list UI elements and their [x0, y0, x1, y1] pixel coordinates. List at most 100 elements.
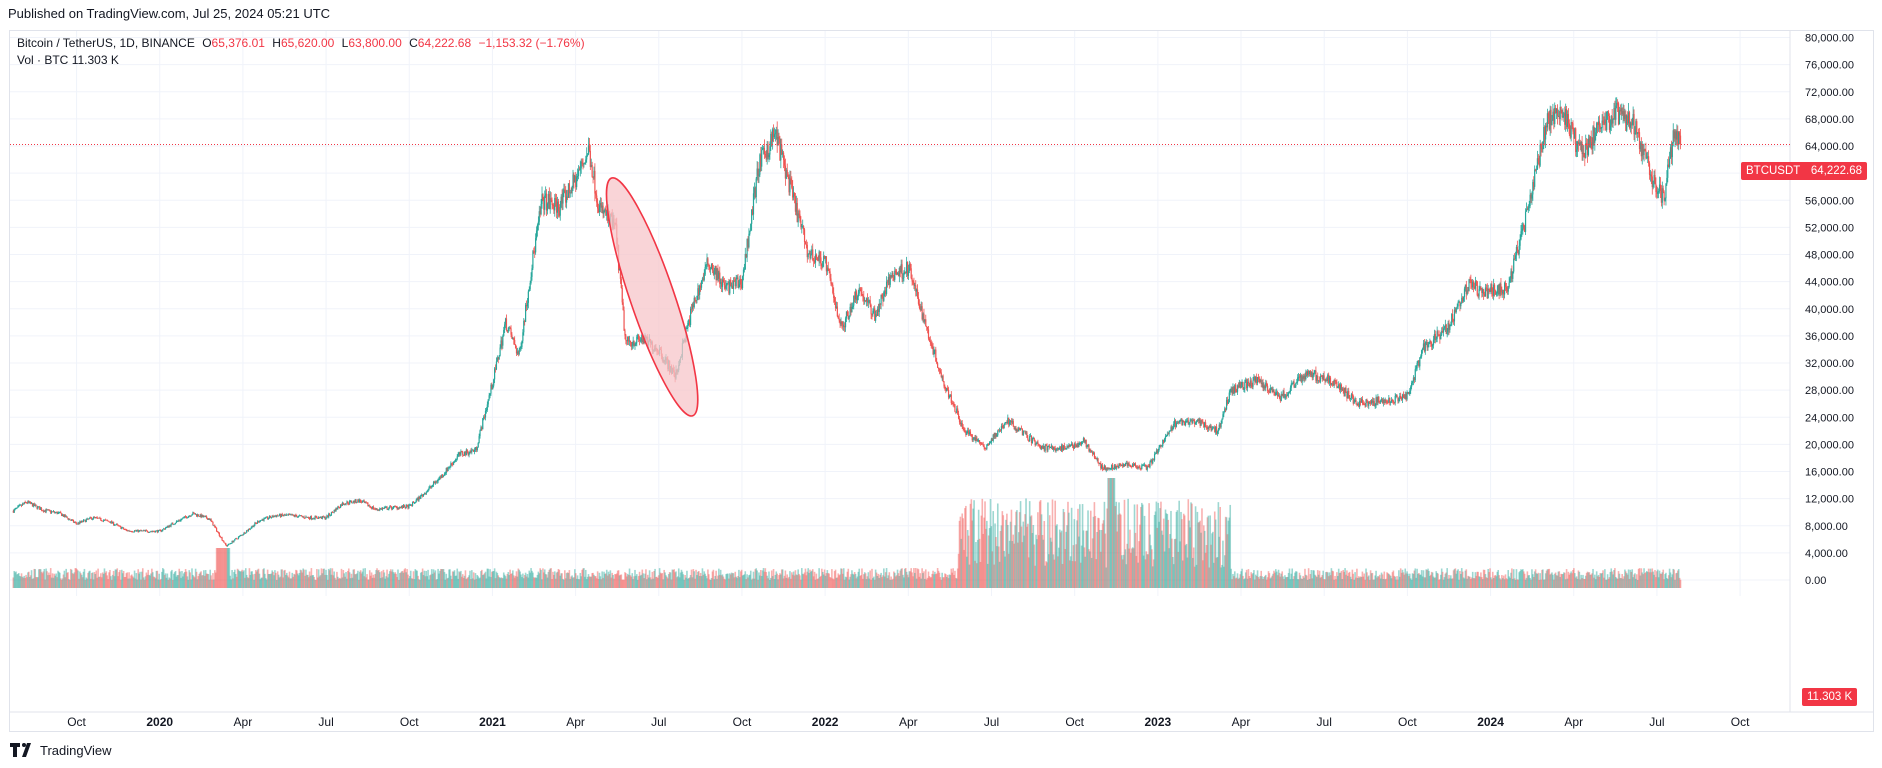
volume-bar — [701, 568, 704, 588]
volume-bar — [126, 572, 129, 588]
volume-bar — [1170, 510, 1172, 588]
candle-body — [391, 508, 394, 510]
candle-body — [624, 330, 626, 336]
candle-body — [1101, 465, 1103, 469]
volume-bar — [965, 556, 968, 588]
candle-body — [1343, 391, 1345, 397]
volume-bar — [281, 569, 284, 588]
volume-bar — [1471, 571, 1474, 588]
candle-body — [1395, 394, 1397, 397]
volume-bar — [811, 569, 814, 588]
volume-bar — [553, 574, 555, 588]
candle-body — [95, 517, 97, 519]
candle-body — [60, 512, 62, 514]
candle-body — [689, 308, 692, 325]
candle-body — [375, 508, 377, 510]
candle-body — [754, 187, 756, 198]
volume-bar — [276, 571, 279, 588]
candle-body — [864, 300, 866, 302]
candle-body — [24, 502, 26, 503]
volume-bar — [1447, 578, 1449, 588]
volume-bar — [1390, 578, 1393, 588]
candle-body — [1002, 427, 1004, 429]
candle-body — [1188, 422, 1190, 425]
candle-body — [883, 291, 885, 301]
volume-bar — [413, 579, 416, 588]
volume-bar — [1451, 578, 1454, 588]
candle-body — [1066, 445, 1068, 449]
volume-bar — [1162, 518, 1165, 588]
candle-body — [1274, 392, 1276, 395]
candle-body — [537, 221, 539, 225]
candle-body — [314, 516, 316, 520]
volume-bar — [37, 577, 39, 588]
volume-bar — [360, 573, 363, 588]
candle-body — [452, 463, 454, 465]
candle-body — [411, 502, 414, 506]
candle-body — [525, 304, 528, 307]
candle-body — [1192, 420, 1194, 423]
candle-body — [85, 519, 87, 522]
candle-body — [253, 525, 255, 527]
candle-body — [347, 501, 349, 504]
volume-bar — [698, 571, 700, 588]
candle-body — [910, 268, 912, 279]
volume-bar — [841, 568, 843, 588]
candle-body — [928, 338, 931, 341]
volume-bar — [1545, 570, 1548, 588]
volume-bar — [491, 571, 494, 588]
candle-body — [553, 205, 555, 211]
candle-body — [1168, 431, 1170, 434]
candle-body — [630, 342, 632, 347]
candle-body — [758, 174, 760, 176]
volume-bar — [605, 569, 608, 588]
candle-body — [228, 543, 230, 545]
volume-bar — [867, 572, 870, 588]
candle-body — [133, 531, 135, 533]
candle-body — [998, 430, 1000, 432]
candle-body — [693, 297, 695, 308]
volume-bar — [1408, 576, 1410, 588]
volume-bar — [982, 533, 985, 588]
candle-body — [803, 226, 805, 230]
volume-bar — [1258, 578, 1261, 588]
candle-body — [782, 152, 784, 155]
candle-body — [732, 280, 735, 289]
volume-bar — [489, 569, 491, 588]
volume-bar — [863, 572, 866, 588]
candle-body — [720, 282, 723, 287]
volume-bar — [1329, 575, 1332, 588]
candle-body — [1013, 426, 1015, 430]
candle-body — [1064, 447, 1066, 450]
volume-bar — [963, 549, 965, 588]
volume-bar — [788, 576, 790, 588]
candle-body — [152, 531, 154, 533]
candle-body — [1305, 371, 1307, 379]
candle-body — [1045, 445, 1047, 447]
volume-bar — [1612, 574, 1614, 588]
volume-bar — [154, 578, 157, 588]
volume-bar — [1433, 577, 1436, 588]
volume-bar — [753, 578, 756, 588]
volume-bar — [1273, 570, 1275, 588]
volume-bar — [1553, 573, 1556, 588]
volume-bar — [1099, 551, 1102, 588]
candle-body — [975, 437, 977, 441]
volume-bar — [877, 573, 880, 588]
volume-bar — [548, 569, 551, 588]
candle-body — [871, 314, 873, 316]
candle-body — [174, 523, 176, 525]
candle-body — [281, 514, 283, 516]
volume-bar — [1275, 571, 1278, 588]
volume-bar — [1486, 578, 1489, 588]
volume-bar — [1288, 568, 1291, 588]
volume-bar — [23, 575, 26, 588]
candle-body — [908, 263, 910, 271]
volume-bar — [327, 579, 329, 588]
candle-body — [231, 541, 233, 544]
volume-bar — [570, 576, 572, 588]
candle-body — [102, 520, 104, 522]
volume-bar — [1411, 573, 1414, 588]
candle-body — [307, 517, 309, 518]
